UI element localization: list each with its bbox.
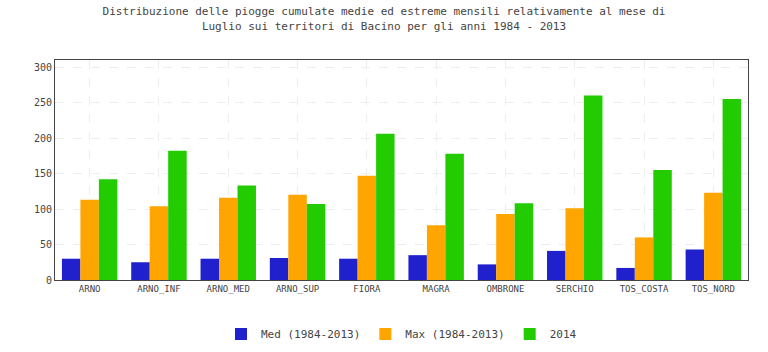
svg-text:50: 50 bbox=[40, 239, 52, 250]
svg-text:0: 0 bbox=[46, 275, 52, 286]
svg-text:ARNO_INF: ARNO_INF bbox=[137, 284, 180, 294]
svg-text:MAGRA: MAGRA bbox=[423, 284, 451, 294]
svg-text:300: 300 bbox=[34, 62, 52, 73]
svg-text:ARNO: ARNO bbox=[79, 284, 101, 294]
svg-text:Max (1984-2013): Max (1984-2013) bbox=[405, 328, 504, 341]
svg-text:ARNO_SUP: ARNO_SUP bbox=[276, 284, 320, 294]
svg-text:200: 200 bbox=[34, 133, 52, 144]
svg-text:OMBRONE: OMBRONE bbox=[486, 284, 524, 294]
svg-text:Distribuzione delle piogge cum: Distribuzione delle piogge cumulate medi… bbox=[103, 5, 666, 32]
svg-text:250: 250 bbox=[34, 97, 52, 108]
svg-text:100: 100 bbox=[34, 204, 52, 215]
svg-text:TOS_NORD: TOS_NORD bbox=[692, 284, 735, 294]
svg-text:SERCHIO: SERCHIO bbox=[556, 284, 594, 294]
svg-text:ARNO_MED: ARNO_MED bbox=[207, 284, 250, 294]
svg-text:FIORA: FIORA bbox=[353, 284, 381, 294]
svg-text:TOS_COSTA: TOS_COSTA bbox=[620, 284, 669, 294]
svg-text:150: 150 bbox=[34, 168, 52, 179]
svg-text:Med (1984-2013): Med (1984-2013) bbox=[261, 328, 360, 341]
svg-text:2014: 2014 bbox=[550, 328, 577, 341]
